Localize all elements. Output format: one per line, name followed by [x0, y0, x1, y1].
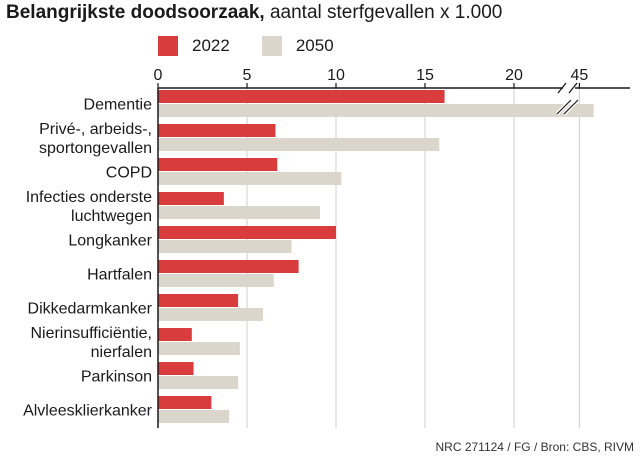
x-tick-label: 15: [416, 67, 434, 84]
bar-2050: [158, 376, 239, 389]
title-subtitle: aantal sterfgevallen x 1.000: [269, 2, 503, 23]
category-label: Nierinsufficiëntie,: [30, 325, 152, 342]
legend-swatch-2022: [158, 36, 178, 56]
category-label: luchtwegen: [71, 208, 152, 225]
bar-2050: [158, 104, 594, 117]
category-label: Privé-, arbeids-,: [39, 121, 152, 138]
axis-break-mark: [568, 82, 578, 94]
x-tick-label: 20: [505, 67, 523, 84]
axis-break-mark: [557, 82, 567, 94]
x-tick-label: 0: [154, 67, 163, 84]
bar-2022: [158, 158, 278, 171]
source-note: NRC 271124 / FG / Bron: CBS, RIVM: [435, 440, 634, 454]
category-label: Dementie: [84, 97, 153, 114]
bar-2050: [158, 206, 320, 219]
x-tick-label: 45: [571, 67, 589, 84]
bar-2050: [158, 410, 230, 423]
axis-break-mark: [563, 99, 579, 115]
bar-2022: [158, 294, 239, 307]
category-label: COPD: [106, 165, 152, 182]
x-tick-label: 10: [327, 67, 345, 84]
x-tick-label: 5: [243, 67, 252, 84]
bar-2022: [158, 260, 299, 273]
bar-2050: [158, 274, 274, 287]
chart-title: Belangrijkste doodsoorzaak, aantal sterf…: [6, 2, 502, 24]
legend-label-2022: 2022: [192, 36, 230, 55]
bar-2022: [158, 192, 224, 205]
category-label: Parkinson: [81, 369, 152, 386]
category-label: Alvleesklierkanker: [23, 403, 153, 420]
legend: 2022 2050: [158, 36, 366, 56]
bar-2050: [158, 342, 240, 355]
category-label: Hartfalen: [87, 267, 152, 284]
title-bold: Belangrijkste doodsoorzaak,: [6, 2, 265, 23]
category-label: Longkanker: [68, 233, 152, 250]
bar-2050: [158, 172, 342, 185]
bar-2022: [158, 124, 276, 137]
category-label: Dikkedarmkanker: [28, 301, 153, 318]
bar-2022: [158, 90, 445, 103]
bar-2022: [158, 362, 194, 375]
bar-2050: [158, 308, 264, 321]
legend-item-2022: 2022: [158, 36, 230, 56]
bar-2022: [158, 226, 336, 239]
bar-2050: [158, 240, 292, 253]
category-label: nierfalen: [91, 344, 152, 361]
bar-chart: Dementie Privé-, arbeids-, sportongevallen…: [23, 67, 630, 428]
legend-swatch-2050: [261, 36, 282, 56]
axis-break-mark: [556, 99, 572, 115]
legend-item-2050: 2050: [261, 36, 334, 56]
bar-2022: [158, 328, 192, 341]
legend-label-2050: 2050: [295, 36, 334, 55]
bar-2050: [158, 138, 440, 151]
category-label: Infecties onderste: [26, 189, 152, 206]
category-label: sportongevallen: [39, 140, 152, 157]
bar-2022: [158, 396, 212, 409]
